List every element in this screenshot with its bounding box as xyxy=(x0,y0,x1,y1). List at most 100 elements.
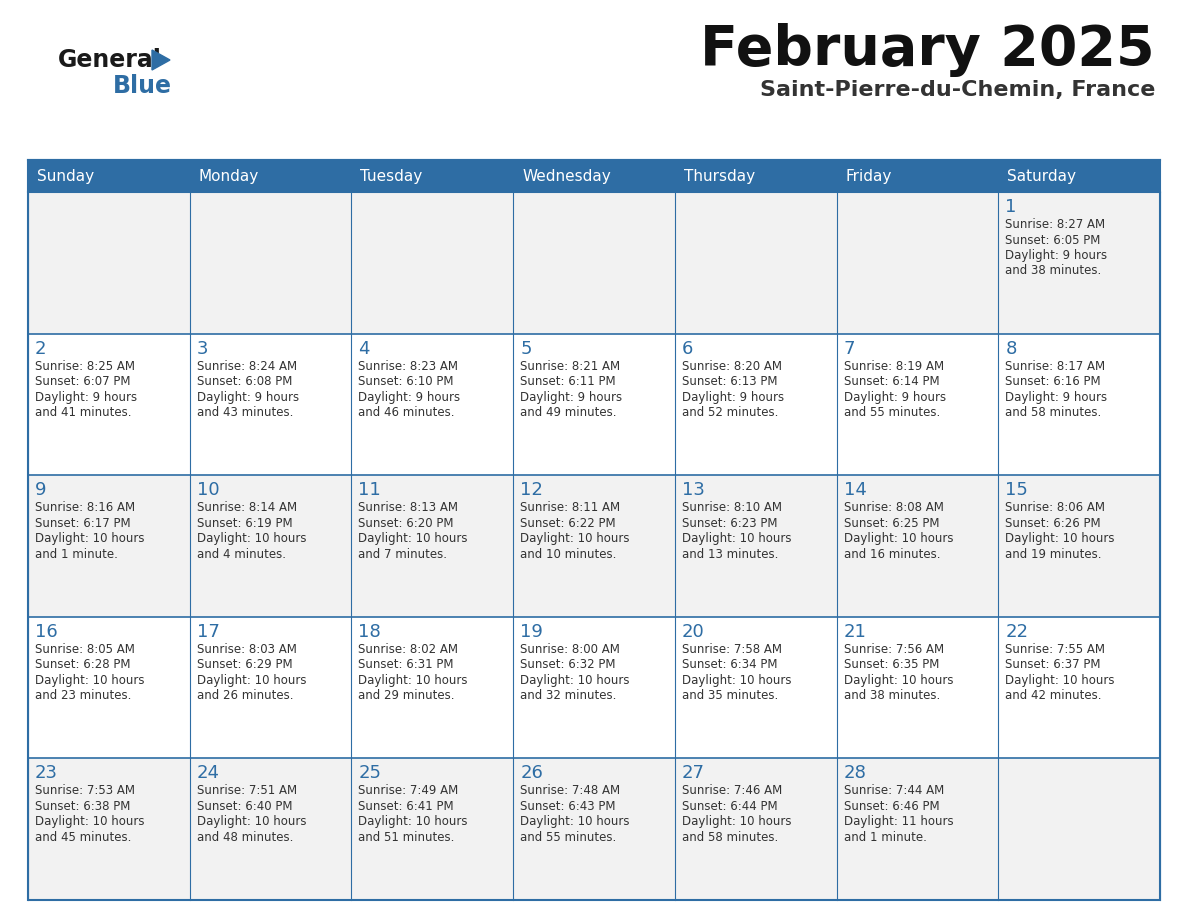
Text: and 19 minutes.: and 19 minutes. xyxy=(1005,548,1101,561)
Text: and 58 minutes.: and 58 minutes. xyxy=(1005,406,1101,420)
Text: Daylight: 10 hours: Daylight: 10 hours xyxy=(359,532,468,545)
Text: Sunset: 6:34 PM: Sunset: 6:34 PM xyxy=(682,658,777,671)
Text: Daylight: 10 hours: Daylight: 10 hours xyxy=(197,532,307,545)
Bar xyxy=(29,333,1159,476)
Text: Sunset: 6:08 PM: Sunset: 6:08 PM xyxy=(197,375,292,388)
Bar xyxy=(29,758,1159,900)
Text: 5: 5 xyxy=(520,340,532,358)
Text: Sunset: 6:16 PM: Sunset: 6:16 PM xyxy=(1005,375,1101,388)
Text: Sunrise: 8:00 AM: Sunrise: 8:00 AM xyxy=(520,643,620,655)
Text: 27: 27 xyxy=(682,765,704,782)
Text: 13: 13 xyxy=(682,481,704,499)
Text: and 1 minute.: and 1 minute. xyxy=(34,548,118,561)
Text: Daylight: 10 hours: Daylight: 10 hours xyxy=(197,815,307,828)
Text: Saint-Pierre-du-Chemin, France: Saint-Pierre-du-Chemin, France xyxy=(759,80,1155,100)
Text: Daylight: 10 hours: Daylight: 10 hours xyxy=(1005,532,1114,545)
Text: Daylight: 10 hours: Daylight: 10 hours xyxy=(682,532,791,545)
Text: Sunrise: 7:56 AM: Sunrise: 7:56 AM xyxy=(843,643,943,655)
Text: Sunrise: 8:06 AM: Sunrise: 8:06 AM xyxy=(1005,501,1105,514)
Text: Sunset: 6:10 PM: Sunset: 6:10 PM xyxy=(359,375,454,388)
Text: and 23 minutes.: and 23 minutes. xyxy=(34,689,132,702)
Text: Sunrise: 8:08 AM: Sunrise: 8:08 AM xyxy=(843,501,943,514)
Text: Sunrise: 8:02 AM: Sunrise: 8:02 AM xyxy=(359,643,459,655)
Text: 2: 2 xyxy=(34,340,46,358)
Text: Sunrise: 8:13 AM: Sunrise: 8:13 AM xyxy=(359,501,459,514)
Text: 7: 7 xyxy=(843,340,855,358)
Text: 23: 23 xyxy=(34,765,58,782)
Text: and 35 minutes.: and 35 minutes. xyxy=(682,689,778,702)
Text: Sunset: 6:23 PM: Sunset: 6:23 PM xyxy=(682,517,777,530)
Text: and 55 minutes.: and 55 minutes. xyxy=(843,406,940,420)
Text: and 42 minutes.: and 42 minutes. xyxy=(1005,689,1101,702)
Text: 12: 12 xyxy=(520,481,543,499)
Text: Sunrise: 7:58 AM: Sunrise: 7:58 AM xyxy=(682,643,782,655)
Text: Daylight: 10 hours: Daylight: 10 hours xyxy=(34,532,145,545)
Text: Sunrise: 8:19 AM: Sunrise: 8:19 AM xyxy=(843,360,943,373)
Text: Sunrise: 7:55 AM: Sunrise: 7:55 AM xyxy=(1005,643,1105,655)
Text: Sunset: 6:28 PM: Sunset: 6:28 PM xyxy=(34,658,131,671)
Text: 18: 18 xyxy=(359,622,381,641)
Text: and 51 minutes.: and 51 minutes. xyxy=(359,831,455,844)
Text: Sunset: 6:44 PM: Sunset: 6:44 PM xyxy=(682,800,777,813)
Text: Sunset: 6:05 PM: Sunset: 6:05 PM xyxy=(1005,233,1100,247)
Polygon shape xyxy=(152,50,170,70)
Text: 24: 24 xyxy=(197,765,220,782)
Text: Sunrise: 8:25 AM: Sunrise: 8:25 AM xyxy=(34,360,135,373)
Text: and 13 minutes.: and 13 minutes. xyxy=(682,548,778,561)
Text: Sunset: 6:29 PM: Sunset: 6:29 PM xyxy=(197,658,292,671)
Text: Thursday: Thursday xyxy=(684,169,756,184)
Bar xyxy=(29,617,1159,758)
Text: and 58 minutes.: and 58 minutes. xyxy=(682,831,778,844)
Text: Monday: Monday xyxy=(198,169,259,184)
Text: 19: 19 xyxy=(520,622,543,641)
Text: Daylight: 9 hours: Daylight: 9 hours xyxy=(1005,249,1107,262)
Text: and 48 minutes.: and 48 minutes. xyxy=(197,831,293,844)
Text: and 10 minutes.: and 10 minutes. xyxy=(520,548,617,561)
Text: and 45 minutes.: and 45 minutes. xyxy=(34,831,132,844)
Text: 26: 26 xyxy=(520,765,543,782)
Text: Daylight: 9 hours: Daylight: 9 hours xyxy=(520,390,623,404)
Text: Sunset: 6:17 PM: Sunset: 6:17 PM xyxy=(34,517,131,530)
Text: Daylight: 9 hours: Daylight: 9 hours xyxy=(843,390,946,404)
Bar xyxy=(29,160,1159,900)
Text: Daylight: 11 hours: Daylight: 11 hours xyxy=(843,815,953,828)
Bar xyxy=(29,160,1159,192)
Text: Saturday: Saturday xyxy=(1007,169,1076,184)
Text: 9: 9 xyxy=(34,481,46,499)
Text: Sunset: 6:07 PM: Sunset: 6:07 PM xyxy=(34,375,131,388)
Text: 20: 20 xyxy=(682,622,704,641)
Text: Sunset: 6:11 PM: Sunset: 6:11 PM xyxy=(520,375,615,388)
Text: Sunrise: 8:23 AM: Sunrise: 8:23 AM xyxy=(359,360,459,373)
Text: and 38 minutes.: and 38 minutes. xyxy=(843,689,940,702)
Text: Sunrise: 8:11 AM: Sunrise: 8:11 AM xyxy=(520,501,620,514)
Text: Daylight: 9 hours: Daylight: 9 hours xyxy=(682,390,784,404)
Text: and 16 minutes.: and 16 minutes. xyxy=(843,548,940,561)
Text: Sunset: 6:41 PM: Sunset: 6:41 PM xyxy=(359,800,454,813)
Text: and 26 minutes.: and 26 minutes. xyxy=(197,689,293,702)
Text: Friday: Friday xyxy=(846,169,892,184)
Text: Sunset: 6:19 PM: Sunset: 6:19 PM xyxy=(197,517,292,530)
Text: Sunset: 6:32 PM: Sunset: 6:32 PM xyxy=(520,658,615,671)
Text: Sunrise: 8:16 AM: Sunrise: 8:16 AM xyxy=(34,501,135,514)
Text: Sunrise: 8:20 AM: Sunrise: 8:20 AM xyxy=(682,360,782,373)
Text: and 1 minute.: and 1 minute. xyxy=(843,831,927,844)
Text: Wednesday: Wednesday xyxy=(523,169,611,184)
Text: 3: 3 xyxy=(197,340,208,358)
Text: 4: 4 xyxy=(359,340,369,358)
Text: Sunrise: 8:24 AM: Sunrise: 8:24 AM xyxy=(197,360,297,373)
Text: Sunday: Sunday xyxy=(37,169,94,184)
Text: Daylight: 10 hours: Daylight: 10 hours xyxy=(520,674,630,687)
Text: and 52 minutes.: and 52 minutes. xyxy=(682,406,778,420)
Text: Blue: Blue xyxy=(113,74,172,98)
Text: 28: 28 xyxy=(843,765,866,782)
Text: Sunset: 6:37 PM: Sunset: 6:37 PM xyxy=(1005,658,1101,671)
Text: Sunrise: 7:53 AM: Sunrise: 7:53 AM xyxy=(34,784,135,798)
Text: Sunrise: 8:03 AM: Sunrise: 8:03 AM xyxy=(197,643,297,655)
Text: Daylight: 10 hours: Daylight: 10 hours xyxy=(682,815,791,828)
Text: and 43 minutes.: and 43 minutes. xyxy=(197,406,293,420)
Text: General: General xyxy=(58,48,162,72)
Text: Sunrise: 7:51 AM: Sunrise: 7:51 AM xyxy=(197,784,297,798)
Text: Daylight: 10 hours: Daylight: 10 hours xyxy=(843,674,953,687)
Text: Daylight: 10 hours: Daylight: 10 hours xyxy=(197,674,307,687)
Text: Daylight: 10 hours: Daylight: 10 hours xyxy=(359,815,468,828)
